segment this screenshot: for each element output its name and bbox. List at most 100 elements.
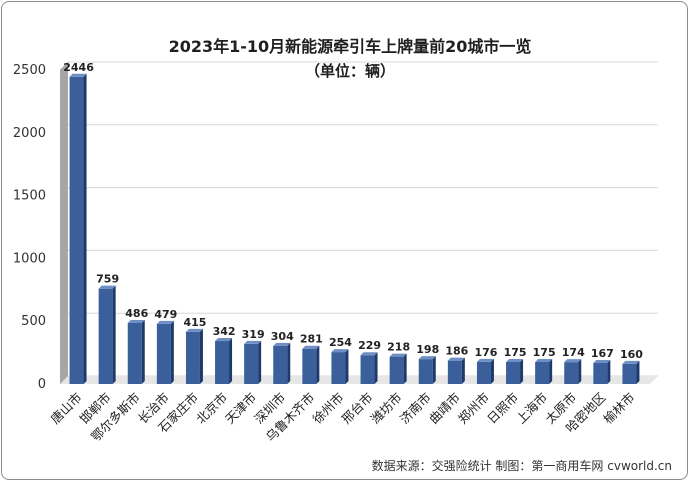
data-label: 175 [504, 346, 527, 359]
data-labels: 2446 759 486 479 415 342 319 304 281 254 229 218 198… [63, 61, 643, 361]
bar-side [170, 320, 174, 384]
bar [331, 352, 346, 384]
bar-side [316, 345, 320, 384]
chart-wall [60, 62, 658, 384]
bar-top [535, 359, 553, 363]
bar-side [112, 285, 116, 384]
x-axis: 唐山市邯郸市鄂尔多斯市长治市石家庄市北京市天津市深圳市乌鲁木齐市徐州市邢台市潍坊… [48, 390, 638, 445]
data-label: 160 [620, 348, 643, 361]
data-label: 759 [96, 273, 119, 286]
data-label: 229 [358, 339, 381, 352]
x-tick-label: 日照市 [484, 390, 521, 427]
bar [215, 341, 230, 384]
bar [127, 322, 142, 384]
data-label: 254 [329, 336, 352, 349]
bar-top [331, 349, 349, 353]
data-label: 479 [154, 308, 177, 321]
bar [506, 362, 521, 384]
bar-top [69, 73, 87, 77]
bar-top [244, 340, 262, 344]
bar-top [98, 285, 116, 289]
y-tick-label: 1500 [13, 189, 46, 204]
data-label: 342 [213, 325, 236, 338]
bar-top [215, 338, 233, 342]
bar [593, 363, 608, 384]
bar-top [622, 360, 640, 364]
bar [389, 356, 404, 384]
x-tick-label: 天津市 [222, 390, 259, 427]
y-axis: 0 500 1000 1500 2000 2500 [13, 63, 46, 392]
bar [244, 343, 259, 384]
bar [98, 288, 113, 384]
data-label: 198 [416, 343, 439, 356]
bar-top [418, 356, 436, 360]
bar-side [258, 340, 262, 384]
bar-top [156, 320, 174, 324]
x-tick-label: 上海市 [513, 390, 550, 427]
y-tick-label: 1000 [13, 251, 46, 266]
bar-top [506, 359, 524, 363]
left-wall [60, 62, 68, 384]
bars [69, 73, 640, 384]
bar-side [520, 359, 524, 384]
x-tick-label: 北京市 [193, 390, 230, 427]
bar-side [403, 353, 407, 384]
bar-side [199, 328, 203, 384]
bar-side [83, 73, 87, 384]
x-tick-label: 郑州市 [455, 390, 492, 427]
data-label: 186 [445, 345, 468, 358]
bar [69, 76, 84, 384]
x-tick-label: 唐山市 [48, 390, 85, 427]
y-tick-label: 0 [38, 377, 46, 392]
y-tick-label: 2500 [13, 63, 46, 78]
data-label: 176 [474, 346, 497, 359]
bar-side [578, 359, 582, 384]
bar-top [360, 352, 378, 356]
y-tick-label: 500 [21, 314, 46, 329]
bar-top [127, 319, 145, 323]
bar [273, 345, 288, 384]
data-label: 218 [387, 341, 410, 354]
bar [418, 359, 433, 384]
bar-side [636, 360, 640, 384]
x-tick-label: 济南市 [397, 390, 434, 427]
data-label: 304 [271, 330, 294, 343]
bar-side [229, 338, 233, 384]
data-label: 2446 [63, 61, 94, 74]
bar [185, 331, 200, 384]
bar-side [287, 342, 291, 384]
data-label: 175 [533, 346, 556, 359]
data-label: 174 [562, 346, 585, 359]
bar [360, 355, 375, 384]
bar-side [461, 357, 465, 384]
bar-side [432, 356, 436, 384]
chart-title: 2023年1-10月新能源牵引车上牌量前20城市一览 [169, 37, 532, 56]
bar-side [490, 358, 494, 384]
x-tick-label: 徐州市 [309, 390, 346, 427]
bar-side [141, 319, 145, 384]
bar-top [476, 358, 494, 362]
bar-side [549, 359, 553, 384]
x-tick-label: 榆林市 [600, 390, 637, 427]
bar-side [345, 349, 349, 384]
gridlines [59, 61, 658, 385]
bar-side [607, 360, 611, 384]
bar-side [374, 352, 378, 384]
data-label: 415 [183, 316, 206, 329]
source-footer: 数据来源：交强险统计 制图：第一商用车网 cvworld.cn [372, 458, 672, 473]
x-tick-label: 曲靖市 [426, 390, 463, 427]
x-tick-label: 潍坊市 [368, 390, 405, 427]
chart-subtitle: （单位：辆） [305, 62, 395, 80]
bar [447, 360, 462, 384]
bar [476, 361, 491, 384]
bar-top [564, 359, 582, 363]
bar [156, 323, 171, 384]
bar [302, 348, 317, 384]
bar-top [185, 328, 203, 332]
bar-top [447, 357, 465, 361]
bar-top [273, 342, 291, 346]
y-tick-label: 2000 [13, 126, 46, 141]
bar-top [593, 360, 611, 364]
